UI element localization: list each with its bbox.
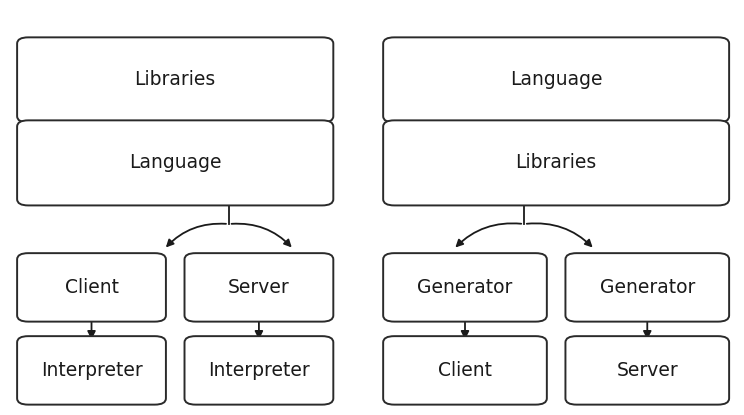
FancyArrowPatch shape — [167, 224, 226, 246]
Text: Server: Server — [228, 278, 289, 297]
FancyBboxPatch shape — [17, 253, 166, 322]
Text: Generator: Generator — [417, 278, 513, 297]
FancyBboxPatch shape — [383, 120, 729, 205]
Text: Server: Server — [617, 361, 678, 380]
FancyBboxPatch shape — [185, 336, 333, 405]
Text: Client: Client — [438, 361, 492, 380]
Text: Client: Client — [65, 278, 118, 297]
Text: Language: Language — [510, 71, 603, 89]
FancyBboxPatch shape — [185, 253, 333, 322]
Text: Libraries: Libraries — [516, 154, 597, 172]
FancyBboxPatch shape — [17, 37, 333, 122]
FancyBboxPatch shape — [383, 253, 547, 322]
FancyBboxPatch shape — [17, 120, 333, 205]
FancyBboxPatch shape — [383, 336, 547, 405]
FancyBboxPatch shape — [383, 37, 729, 122]
FancyArrowPatch shape — [527, 223, 591, 246]
Text: Libraries: Libraries — [135, 71, 216, 89]
FancyBboxPatch shape — [17, 336, 166, 405]
Text: Interpreter: Interpreter — [41, 361, 142, 380]
Text: Language: Language — [129, 154, 222, 172]
Text: Interpreter: Interpreter — [208, 361, 310, 380]
FancyArrowPatch shape — [457, 223, 522, 246]
FancyBboxPatch shape — [565, 253, 729, 322]
FancyArrowPatch shape — [231, 224, 290, 246]
Text: Generator: Generator — [600, 278, 695, 297]
FancyBboxPatch shape — [565, 336, 729, 405]
